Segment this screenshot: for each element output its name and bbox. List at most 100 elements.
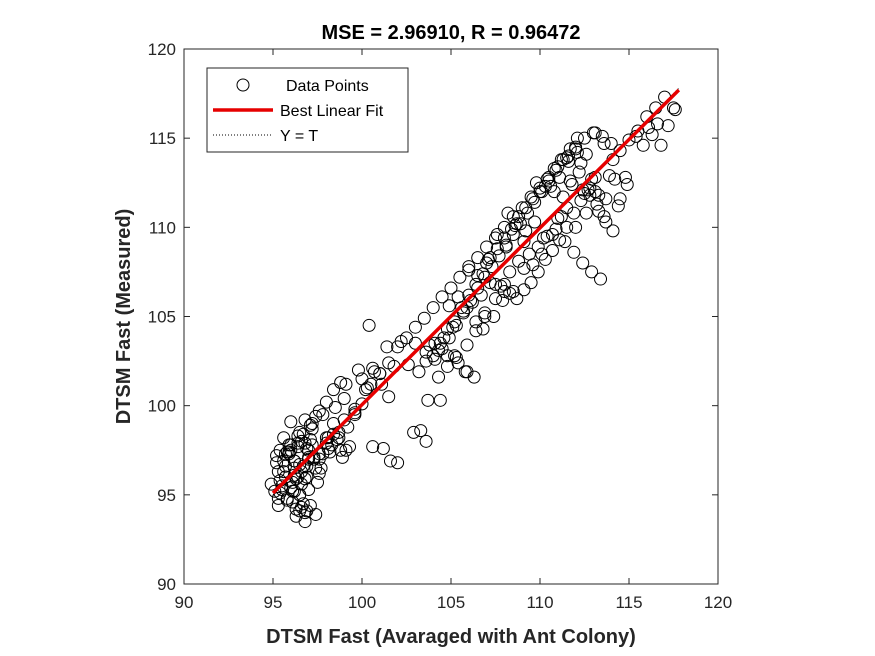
data-point	[428, 352, 442, 366]
data-point	[597, 137, 611, 151]
data-point	[337, 392, 351, 406]
data-point	[570, 131, 584, 145]
data-point	[275, 479, 289, 493]
data-point	[519, 224, 533, 238]
data-point	[604, 137, 618, 151]
x-tick-label: 110	[526, 593, 553, 612]
data-point	[270, 456, 284, 470]
data-point	[319, 395, 333, 409]
y-axis-label: DTSM Fast (Measured)	[113, 209, 135, 425]
data-point	[271, 491, 285, 505]
legend-marker-data-points	[236, 78, 250, 92]
data-point	[414, 424, 428, 438]
data-point	[453, 270, 467, 284]
data-point	[382, 356, 396, 370]
data-point	[561, 154, 575, 168]
data-point	[335, 450, 349, 464]
data-point	[355, 397, 369, 411]
data-point	[620, 178, 634, 192]
data-point	[599, 215, 613, 229]
data-point	[309, 507, 323, 521]
lines-layer	[271, 87, 681, 496]
data-point	[537, 231, 551, 245]
y-tick-label: 100	[148, 397, 176, 416]
data-point	[554, 210, 568, 224]
data-point	[376, 441, 390, 455]
legend-label-identity-line: Y = T	[280, 128, 318, 145]
data-point	[517, 261, 531, 275]
data-point	[412, 365, 426, 379]
data-point	[487, 310, 501, 323]
data-point	[474, 288, 488, 302]
data-point	[594, 272, 608, 286]
data-point	[501, 206, 515, 220]
data-point	[506, 285, 520, 299]
data-point	[343, 440, 357, 454]
data-point	[597, 210, 611, 224]
data-point	[408, 320, 422, 334]
data-point	[442, 299, 456, 313]
data-point	[327, 383, 341, 397]
data-point	[264, 477, 278, 491]
data-point	[531, 265, 545, 279]
data-point	[545, 227, 559, 241]
data-point	[362, 318, 376, 332]
data-point	[556, 153, 570, 167]
data-point	[611, 199, 625, 213]
data-point	[444, 281, 458, 295]
data-point	[367, 365, 381, 379]
data-point	[314, 461, 328, 475]
data-point	[645, 128, 659, 142]
data-point	[348, 406, 362, 420]
data-point	[528, 215, 542, 229]
data-point	[618, 170, 632, 184]
legend: Data Points Best Linear Fit Y = T	[206, 67, 409, 153]
data-point	[496, 293, 510, 307]
data-point	[448, 349, 462, 363]
data-point	[471, 268, 485, 282]
data-point	[428, 336, 442, 350]
data-point	[359, 383, 373, 397]
data-point	[293, 504, 307, 518]
data-point	[578, 186, 591, 200]
x-tick-label: 115	[615, 593, 642, 612]
data-point	[595, 129, 609, 143]
data-point	[579, 206, 593, 220]
data-point	[569, 220, 583, 234]
data-point	[661, 119, 675, 133]
y-tick-label: 120	[148, 40, 176, 59]
data-point	[351, 363, 365, 377]
data-point	[592, 204, 606, 218]
data-point	[497, 220, 511, 234]
data-point	[348, 402, 362, 416]
data-point	[440, 349, 454, 363]
x-tick-label: 105	[437, 593, 465, 612]
data-point	[576, 256, 590, 270]
data-point	[287, 468, 301, 482]
data-point	[529, 176, 543, 190]
data-point	[535, 247, 549, 261]
data-point	[560, 220, 574, 234]
chart-title: MSE = 2.96910, R = 0.96472	[321, 22, 580, 44]
data-point	[312, 404, 326, 418]
data-point	[287, 454, 301, 468]
data-point	[311, 475, 324, 489]
data-point	[524, 276, 538, 290]
data-point	[277, 431, 291, 445]
data-point	[280, 445, 294, 459]
data-point	[312, 466, 326, 480]
data-point	[407, 425, 421, 439]
data-point	[497, 277, 511, 291]
data-point	[517, 235, 531, 249]
data-point	[391, 456, 405, 470]
data-point	[271, 465, 285, 479]
data-point	[585, 265, 599, 279]
data-point	[526, 258, 540, 272]
data-point	[291, 429, 305, 443]
data-point	[419, 434, 433, 448]
data-point	[588, 126, 602, 140]
data-point	[515, 201, 529, 215]
axis-ticks: 90 95 100 105 110 115 120 90 95 100 105 110 115 120	[148, 40, 733, 612]
data-point	[325, 438, 339, 452]
data-point	[319, 436, 333, 450]
